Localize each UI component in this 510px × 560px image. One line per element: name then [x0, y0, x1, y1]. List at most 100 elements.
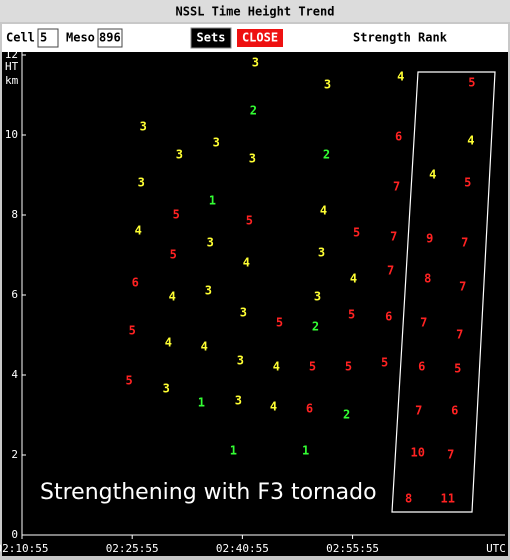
- x-unit: UTC: [486, 542, 506, 555]
- rank-label: 3: [213, 136, 220, 150]
- cell-value[interactable]: 5: [40, 31, 47, 45]
- rank-label: 4: [350, 272, 357, 286]
- rank-label: 8: [424, 272, 431, 286]
- meso-label: Meso: [66, 31, 95, 45]
- rank-label: 7: [459, 280, 466, 294]
- rank-label: 8: [405, 492, 412, 506]
- sets-button[interactable]: [190, 27, 232, 49]
- rank-label: 3: [318, 246, 325, 260]
- rank-label: 6: [418, 360, 425, 374]
- rank-label: 10: [410, 446, 424, 460]
- rank-label: 4: [270, 400, 277, 414]
- rank-label: 2: [343, 408, 350, 422]
- rank-label: 5: [381, 356, 388, 370]
- rank-label: 4: [243, 256, 250, 270]
- y-tick-label: 2: [11, 448, 18, 461]
- rank-label: 6: [395, 130, 402, 144]
- rank-label: 3: [235, 394, 242, 408]
- rank-label: 5: [345, 360, 352, 374]
- cell-input[interactable]: [37, 28, 59, 48]
- rank-label: 3: [237, 354, 244, 368]
- rank-label: 7: [390, 230, 397, 244]
- rank-label: 5: [173, 208, 180, 222]
- y-tick-label: 8: [11, 208, 18, 221]
- meso-input[interactable]: [97, 28, 123, 48]
- rank-label: 9: [426, 232, 433, 246]
- y-label: km: [5, 74, 19, 87]
- window-title: NSSL Time Height Trend: [176, 5, 335, 19]
- rank-label: 4: [397, 70, 404, 84]
- y-tick-label: 4: [11, 368, 18, 381]
- rank-label: 5: [454, 362, 461, 376]
- rank-label: 11: [440, 492, 454, 506]
- rank-label: 4: [467, 134, 474, 148]
- rank-label: 3: [207, 236, 214, 250]
- x-tick-label: 02:10:55: [0, 542, 48, 555]
- rank-label: 5: [129, 324, 136, 338]
- annotation: Strengthening with F3 tornado: [40, 480, 377, 505]
- rank-label: 1: [230, 444, 237, 458]
- cell-label: Cell: [6, 31, 35, 45]
- rank-label: 2: [323, 148, 330, 162]
- title-bar: [0, 0, 510, 22]
- x-tick-label: 02:25:55: [106, 542, 159, 555]
- rank-label: 2: [312, 320, 319, 334]
- rank-label: 6: [132, 276, 139, 290]
- rank-label: 5: [348, 308, 355, 322]
- rank-label: 2: [250, 104, 257, 118]
- rank-label: 1: [209, 194, 216, 208]
- rank-label: 3: [249, 152, 256, 166]
- rank-label: 5: [464, 176, 471, 190]
- meso-value[interactable]: 896: [99, 31, 121, 45]
- rank-label: 3: [324, 78, 331, 92]
- rank-label: 5: [126, 374, 133, 388]
- rank-label: 5: [276, 316, 283, 330]
- rank-label: 4: [169, 290, 176, 304]
- highlight-box: [391, 71, 496, 513]
- rank-label: 7: [461, 236, 468, 250]
- x-tick-label: 02:55:55: [326, 542, 379, 555]
- rank-label: 7: [456, 328, 463, 342]
- rank-label: 7: [447, 448, 454, 462]
- y-tick-label: 12: [5, 48, 18, 61]
- rank-label: 3: [252, 56, 259, 70]
- rank-label: 3: [140, 120, 147, 134]
- rank-label: 4: [429, 168, 436, 182]
- rank-label: 7: [393, 180, 400, 194]
- y-label: HT: [5, 60, 19, 73]
- rank-label: 6: [306, 402, 313, 416]
- y-tick-label: 0: [11, 528, 18, 541]
- sets-label[interactable]: Sets: [197, 31, 226, 45]
- rank-label: 5: [309, 360, 316, 374]
- rank-label: 3: [138, 176, 145, 190]
- rank-label: 5: [468, 76, 475, 90]
- rank-label: 4: [273, 360, 280, 374]
- rank-label: 3: [205, 284, 212, 298]
- rank-label: 6: [385, 310, 392, 324]
- rank-label: 4: [165, 336, 172, 350]
- close-button[interactable]: [237, 29, 283, 47]
- close-label[interactable]: CLOSE: [242, 31, 278, 45]
- plot-area: [2, 52, 508, 556]
- rank-label: 5: [353, 226, 360, 240]
- rank-label: 4: [135, 224, 142, 238]
- rank-label: 5: [170, 248, 177, 262]
- rank-label: 3: [176, 148, 183, 162]
- y-tick-label: 6: [11, 288, 18, 301]
- x-tick-label: 02:40:55: [216, 542, 269, 555]
- rank-label: 1: [198, 396, 205, 410]
- rank-label: 4: [320, 204, 327, 218]
- rank-label: 3: [163, 382, 170, 396]
- rank-label: 4: [201, 340, 208, 354]
- mode-label: Strength Rank: [353, 31, 448, 45]
- rank-label: 7: [420, 316, 427, 330]
- y-tick-label: 10: [5, 128, 18, 141]
- rank-label: 5: [246, 214, 253, 228]
- rank-label: 6: [451, 404, 458, 418]
- rank-label: 7: [387, 264, 394, 278]
- rank-label: 3: [240, 306, 247, 320]
- rank-label: 1: [302, 444, 309, 458]
- rank-label: 7: [415, 404, 422, 418]
